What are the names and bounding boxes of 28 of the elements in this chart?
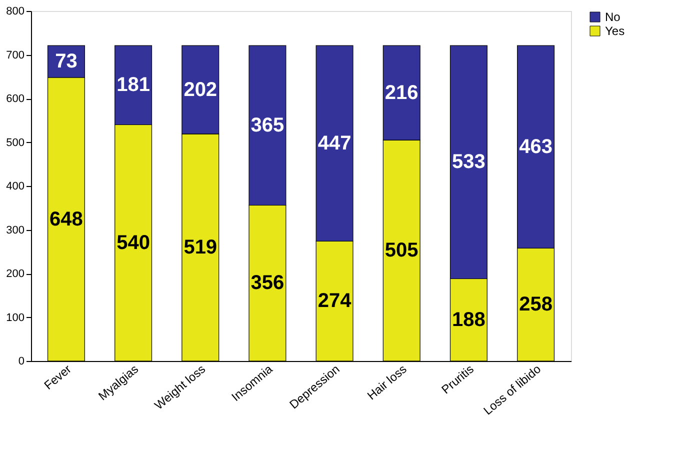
y-tick-label: 700 xyxy=(6,49,24,62)
data-label: 216 xyxy=(384,82,418,104)
data-label: 505 xyxy=(384,240,418,262)
data-label: 274 xyxy=(318,290,352,312)
data-label: 447 xyxy=(318,132,352,154)
legend-label: Yes xyxy=(605,24,625,38)
data-label: 181 xyxy=(116,74,150,96)
y-tick-label: 100 xyxy=(6,312,24,324)
data-label: 258 xyxy=(519,294,552,316)
y-tick-label: 200 xyxy=(6,268,24,280)
data-label: 519 xyxy=(184,236,218,258)
data-label: 533 xyxy=(452,151,486,174)
x-tick-label: Hair loss xyxy=(364,362,410,403)
y-tick-label: 0 xyxy=(18,356,24,368)
data-label: 202 xyxy=(184,78,218,101)
data-label: 188 xyxy=(452,308,486,331)
data-label: 540 xyxy=(116,232,150,254)
data-label: 648 xyxy=(50,208,83,230)
data-label: 73 xyxy=(55,50,78,73)
data-label: 463 xyxy=(519,136,552,158)
data-label: 365 xyxy=(250,114,284,136)
y-tick-label: 400 xyxy=(6,180,24,192)
y-tick-label: 800 xyxy=(6,6,24,18)
legend-label: No xyxy=(605,10,621,24)
data-label: 356 xyxy=(250,272,284,294)
y-tick-label: 600 xyxy=(6,93,24,105)
y-tick-label: 500 xyxy=(6,136,24,149)
y-tick-label: 300 xyxy=(6,224,24,236)
